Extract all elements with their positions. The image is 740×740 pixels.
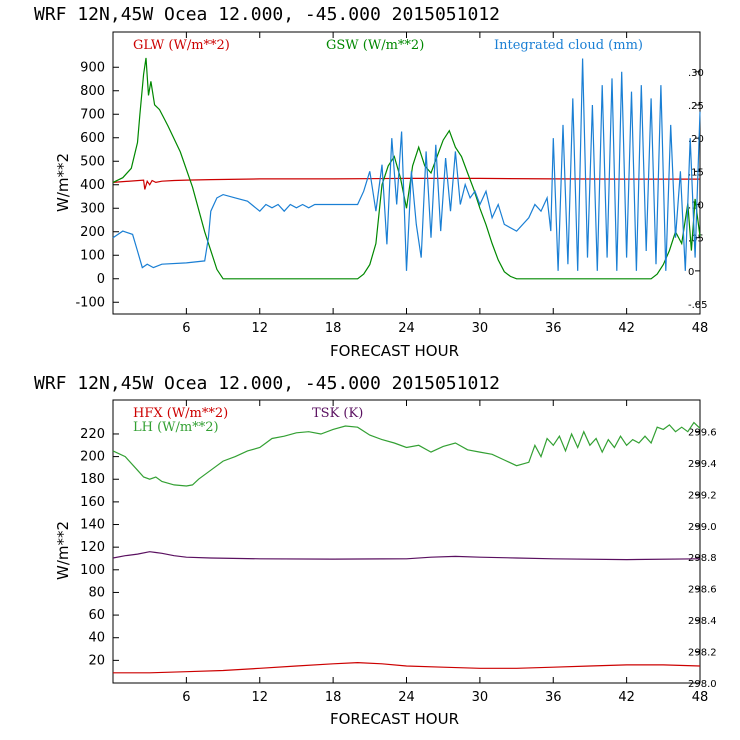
bottom-legend: HFX (W/m**2) LH (W/m**2) TSK (K) — [133, 406, 363, 435]
y-tick-label: 200 — [80, 450, 105, 465]
x-tick-label: 6 — [182, 321, 190, 336]
x-tick-label: 6 — [182, 690, 190, 705]
y-tick-label: -100 — [75, 295, 105, 310]
legend-integrated-cloud: Integrated cloud (mm) — [494, 38, 643, 53]
top-y-axis-label: W/m**2 — [54, 153, 72, 212]
y2-tick-label: 299.6 — [688, 427, 717, 438]
x-tick-label: 12 — [251, 690, 268, 705]
x-tick-label: 48 — [692, 690, 709, 705]
x-tick-label: 24 — [398, 690, 415, 705]
bottom-chart-marks: 6 12 18 24 30 36 42 48 20 40 60 80 100 120 140 160 180 20… — [80, 400, 717, 705]
y2-tick-label: .15 — [688, 167, 704, 178]
top-plot-frame — [112, 31, 701, 315]
y-tick-label: 140 — [80, 518, 105, 533]
y2-tick-label: 0 — [688, 267, 694, 278]
x-tick-label: 24 — [398, 321, 415, 336]
y-tick-label: 500 — [80, 154, 105, 169]
x-tick-label: 36 — [545, 690, 562, 705]
top-chart-title: WRF 12N,45W Ocea 12.000, -45.000 2015051… — [34, 4, 500, 25]
y-tick-label: 60 — [88, 608, 105, 623]
x-tick-label: 36 — [545, 321, 562, 336]
y-tick-label: 100 — [80, 563, 105, 578]
series-line-2 — [112, 551, 701, 561]
y2-tick-label: 299.0 — [688, 522, 717, 533]
legend-hfx: HFX (W/m**2) — [133, 406, 228, 421]
y2-tick-label: 299.4 — [688, 459, 717, 470]
y2-tick-label: 298.2 — [688, 648, 717, 659]
x-tick-label: 42 — [618, 690, 635, 705]
y2-tick-label: -.05 — [688, 300, 708, 311]
y2-tick-label: .25 — [688, 101, 704, 112]
y2-tick-label: 298.4 — [688, 616, 717, 627]
y-tick-label: 700 — [80, 107, 105, 122]
y-tick-label: 900 — [80, 60, 105, 75]
y2-tick-label: 298.0 — [688, 679, 717, 690]
y2-tick-label: .20 — [688, 134, 704, 145]
y-tick-label: 180 — [80, 472, 105, 487]
legend-gsw: GSW (W/m**2) — [326, 38, 424, 53]
legend-tsk: TSK (K) — [312, 406, 363, 421]
y2-tick-label: .30 — [688, 68, 704, 79]
x-tick-label: 30 — [472, 690, 489, 705]
top-x-axis-label: FORECAST HOUR — [330, 342, 459, 360]
y-tick-label: 300 — [80, 201, 105, 216]
x-tick-label: 18 — [325, 690, 342, 705]
y2-tick-label: 298.8 — [688, 553, 717, 564]
top-chart-marks: 6 12 18 24 30 36 42 48 -100 0 100 200 300 400 500 600 70… — [75, 32, 708, 336]
bottom-y-axis-label: W/m**2 — [54, 521, 72, 580]
bottom-chart: WRF 12N,45W Ocea 12.000, -45.000 2015051… — [34, 373, 717, 728]
y-tick-label: 80 — [88, 585, 105, 600]
series-line-1 — [112, 57, 701, 280]
x-tick-label: 42 — [618, 321, 635, 336]
series-line-2 — [112, 58, 701, 271]
y-tick-label: 40 — [88, 631, 105, 646]
bottom-chart-title: WRF 12N,45W Ocea 12.000, -45.000 2015051… — [34, 373, 500, 394]
top-legend: GLW (W/m**2) GSW (W/m**2) Integrated clo… — [133, 38, 643, 53]
top-chart: WRF 12N,45W Ocea 12.000, -45.000 2015051… — [34, 4, 708, 360]
y-tick-label: 20 — [88, 653, 105, 668]
x-tick-label: 48 — [692, 321, 709, 336]
legend-glw: GLW (W/m**2) — [133, 38, 230, 53]
y-tick-label: 400 — [80, 178, 105, 193]
x-tick-label: 18 — [325, 321, 342, 336]
y-tick-label: 600 — [80, 131, 105, 146]
series-line-1 — [112, 421, 701, 487]
series-line-0 — [113, 661, 701, 674]
y-tick-label: 100 — [80, 248, 105, 263]
y-tick-label: 800 — [80, 84, 105, 99]
y2-tick-label: 298.6 — [688, 585, 717, 596]
legend-lh: LH (W/m**2) — [133, 420, 219, 435]
bottom-plot-frame — [112, 399, 701, 684]
y-tick-label: 120 — [80, 540, 105, 555]
y-tick-label: 160 — [80, 495, 105, 510]
series-line-0 — [112, 177, 700, 190]
x-tick-label: 30 — [472, 321, 489, 336]
y-tick-label: 220 — [80, 427, 105, 442]
bottom-x-axis-label: FORECAST HOUR — [330, 710, 459, 728]
y-tick-label: 200 — [80, 225, 105, 240]
x-tick-label: 12 — [251, 321, 268, 336]
y-tick-label: 0 — [97, 272, 105, 287]
y2-tick-label: 299.2 — [688, 490, 717, 501]
